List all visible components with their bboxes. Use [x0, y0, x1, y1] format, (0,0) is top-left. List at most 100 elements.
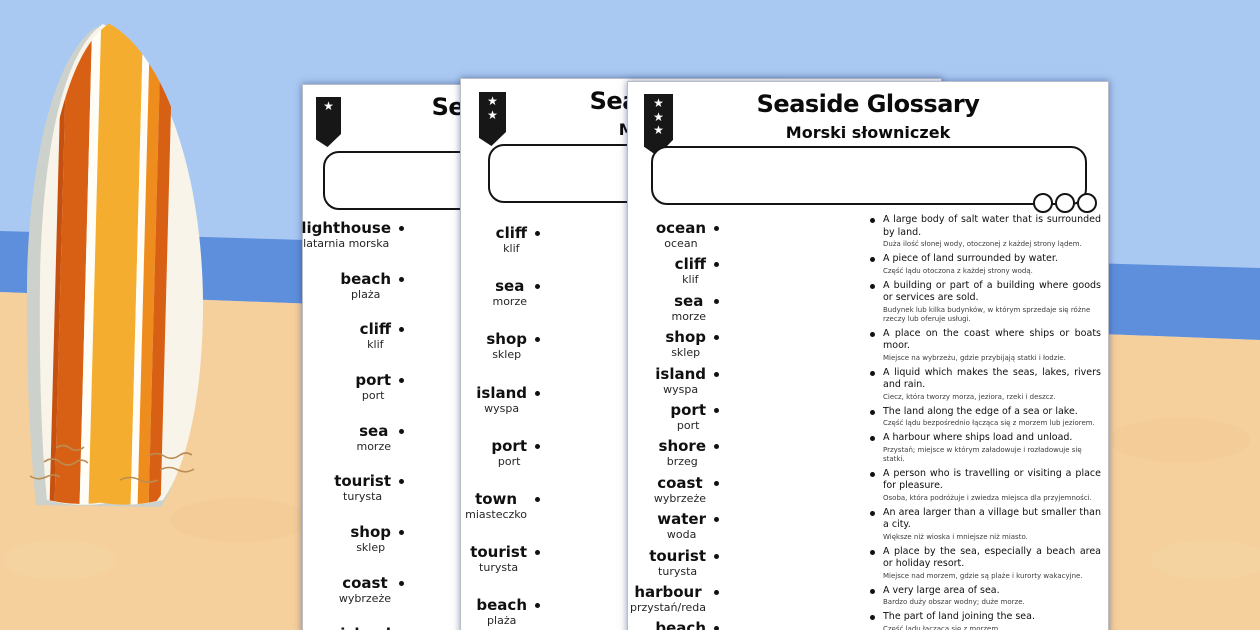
- word-pl: sklep: [492, 348, 522, 362]
- match-dot: [870, 549, 875, 555]
- word-en: shop: [486, 330, 527, 349]
- word-pl: wyspa: [484, 401, 520, 415]
- match-dot: [399, 580, 404, 586]
- word-entry: harbour przystań/reda: [630, 583, 724, 620]
- word-pair: sea morze: [492, 278, 540, 331]
- match-dot: [870, 471, 875, 477]
- definition-pl: Przystań; miejsce w którym załadowuje i …: [883, 445, 1082, 463]
- sand-texture: [5, 362, 1260, 580]
- match-dot: [399, 276, 404, 282]
- match-dot: [870, 436, 875, 441]
- word-pl: wybrzeże: [338, 591, 391, 605]
- definition-pl: Część lądu otoczona z każdej strony wodą…: [883, 266, 1033, 275]
- word-en: sea: [359, 421, 389, 440]
- word-pl: port: [361, 389, 385, 403]
- star-icon: ★: [653, 123, 664, 137]
- word-pl: latarnia morska: [303, 237, 390, 250]
- match-dot: [870, 510, 875, 516]
- word-pl: sklep: [671, 346, 701, 360]
- word-pair: shop sklep: [486, 330, 540, 384]
- surfboard-stripe: [51, 21, 93, 508]
- match-dot: [399, 479, 404, 485]
- word-en: beach: [655, 619, 706, 630]
- word-entry: shop sklep: [632, 329, 724, 365]
- word-pair: tourist turysta: [649, 546, 719, 584]
- match-dot: [535, 337, 540, 343]
- surfboard-stripes: [46, 21, 174, 508]
- match-dot: [535, 496, 540, 502]
- word-en: tourist: [649, 546, 706, 565]
- word-pl: plaża: [487, 614, 517, 628]
- word-pair: cliff klif: [675, 256, 719, 292]
- word-entry: beach plaża: [461, 597, 545, 630]
- word-entry: port port: [461, 436, 545, 491]
- match-dot: [714, 335, 719, 341]
- match-dot: [714, 480, 719, 486]
- word-en: port: [355, 371, 391, 390]
- word-entry: beach plaża: [309, 270, 409, 322]
- word-entry: cliff klif: [632, 256, 724, 292]
- word-entry: island wyspa: [461, 383, 545, 438]
- word-entry: island wyspa: [632, 365, 724, 402]
- definition-list: A large body of salt water that is surro…: [870, 214, 1101, 630]
- surfboard-stripe: [76, 21, 102, 508]
- word-en: sea: [674, 291, 704, 310]
- match-dot: [399, 378, 404, 384]
- definition-pl: Część lądu łącząca się z morzem.: [883, 624, 1001, 630]
- word-en: beach: [476, 596, 527, 615]
- definition-entry: A very large area of sea. Bardzo duży obs…: [870, 585, 1101, 608]
- word-en: town: [475, 489, 518, 508]
- word-entry: tourist turysta: [309, 473, 409, 524]
- match-dot: [535, 231, 540, 236]
- word-en: island: [476, 383, 527, 402]
- word-pair: harbour przystań/reda: [630, 583, 719, 620]
- word-pair: tourist turysta: [334, 473, 404, 524]
- word-pair: shop sklep: [665, 328, 719, 365]
- word-pair: shop sklep: [350, 523, 404, 575]
- word-list: cliff klif sea morze shop sklep island wyspa por…: [461, 225, 545, 630]
- match-dot: [535, 603, 540, 609]
- word-pair: coast wybrzeże: [338, 574, 404, 626]
- word-en: island: [340, 625, 391, 630]
- word-pl: brzeg: [666, 455, 698, 469]
- word-list: lighthouse latarnia morska beach plaża cliff…: [301, 220, 409, 630]
- surfboard-stripe: [134, 21, 162, 508]
- match-dot: [870, 409, 875, 415]
- match-dot: [870, 588, 875, 594]
- match-dot: [714, 262, 719, 268]
- word-pair: town miasteczko: [465, 489, 540, 544]
- definition-pl: Bardzo duży obszar wodny; duże morze.: [883, 598, 1025, 606]
- match-dot: [714, 517, 719, 523]
- definition-en: A building or part of a building where g…: [883, 279, 1101, 304]
- word-pair: port port: [670, 401, 719, 438]
- word-pl: morze: [671, 309, 706, 323]
- definition-entry: The land along the edge of a sea or lake…: [870, 406, 1101, 429]
- word-entry: ocean ocean: [632, 220, 724, 256]
- match-dot: [714, 371, 719, 377]
- worksheet-page-front: ★ ★ ★ Seaside Glossary Morski słowniczek o…: [627, 81, 1109, 630]
- match-dot: [399, 428, 404, 434]
- word-pair: port port: [355, 371, 404, 423]
- word-en: port: [491, 436, 527, 455]
- word-en: shop: [665, 328, 706, 347]
- word-en: shop: [350, 523, 391, 542]
- word-en: shore: [658, 437, 706, 456]
- word-pair: island: [340, 625, 391, 630]
- definition-en: A harbour where ships load and unload.: [883, 432, 1073, 443]
- word-pair: island wyspa: [476, 383, 540, 438]
- word-entry: beach: [632, 620, 724, 630]
- word-entry: port port: [632, 401, 724, 438]
- word-pair: lighthouse latarnia morska: [301, 219, 404, 271]
- definition-en: A piece of land surrounded by water.: [883, 253, 1058, 264]
- match-dot: [870, 218, 875, 223]
- word-pair: shore brzeg: [658, 437, 719, 474]
- word-pair: coast wybrzeże: [654, 474, 719, 511]
- word-pair: cliff klif: [360, 321, 404, 372]
- word-entry: cliff klif: [309, 321, 409, 372]
- word-en: lighthouse: [301, 219, 391, 237]
- surfboard-stripe: [46, 21, 68, 508]
- definition-entry: An area larger than a village but smalle…: [870, 507, 1101, 542]
- surfboard-stripe: [145, 21, 174, 508]
- match-dot: [399, 530, 404, 536]
